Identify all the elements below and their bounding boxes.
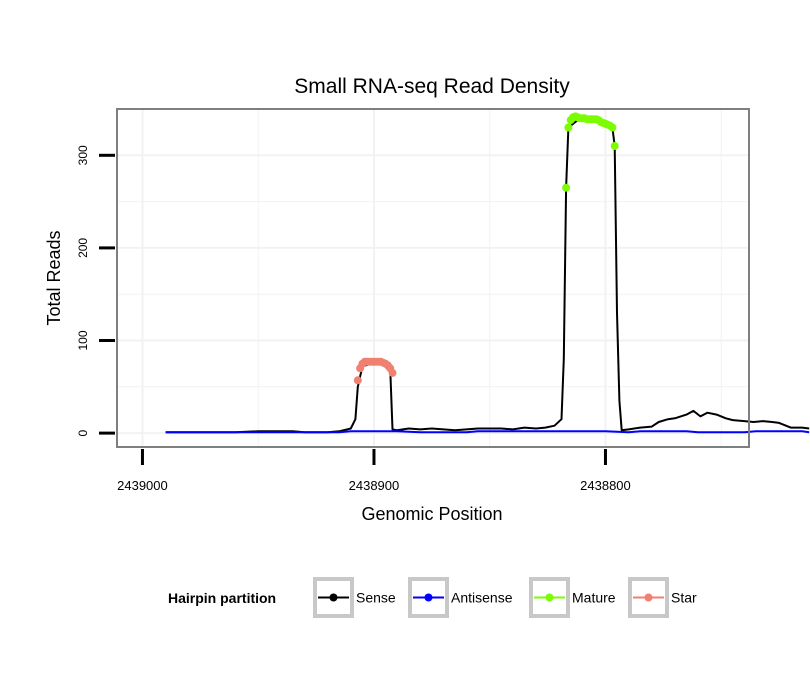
x-tick-label: 2439000 <box>117 478 168 493</box>
legend-dot-mature <box>545 593 554 602</box>
legend: Hairpin partition Sense Antisense Mature St… <box>168 577 697 618</box>
x-axis: 2439000 2438900 2438800 <box>117 449 631 493</box>
mature-point <box>610 142 619 150</box>
legend-dot-star <box>644 593 653 602</box>
legend-label-mature: Mature <box>572 590 616 606</box>
legend-title: Hairpin partition <box>168 590 276 606</box>
plot-background <box>117 109 749 447</box>
x-tick-label: 2438800 <box>580 478 631 493</box>
legend-dot-antisense <box>424 593 433 602</box>
chart-title: Small RNA-seq Read Density <box>294 75 570 98</box>
y-tick-label: 0 <box>76 429 90 436</box>
star-point <box>388 368 397 377</box>
legend-label-star: Star <box>671 590 697 606</box>
y-tick-label: 200 <box>76 238 90 258</box>
star-point <box>353 376 362 385</box>
x-tick-label: 2438900 <box>349 478 400 493</box>
y-axis-label: Total Reads <box>44 230 64 325</box>
legend-label-antisense: Antisense <box>451 590 513 606</box>
y-axis: 0 100 200 300 <box>76 145 115 436</box>
mature-point <box>564 123 573 132</box>
mature-point <box>608 123 617 132</box>
y-tick-label: 100 <box>76 330 90 350</box>
mature-point <box>562 183 571 192</box>
series-layer <box>165 112 810 434</box>
y-tick-label: 300 <box>76 145 90 165</box>
x-axis-label: Genomic Position <box>361 504 502 524</box>
plot-border <box>116 108 750 448</box>
antisense-line <box>165 430 810 434</box>
legend-dot-sense <box>329 593 338 602</box>
legend-label-sense: Sense <box>356 590 396 606</box>
